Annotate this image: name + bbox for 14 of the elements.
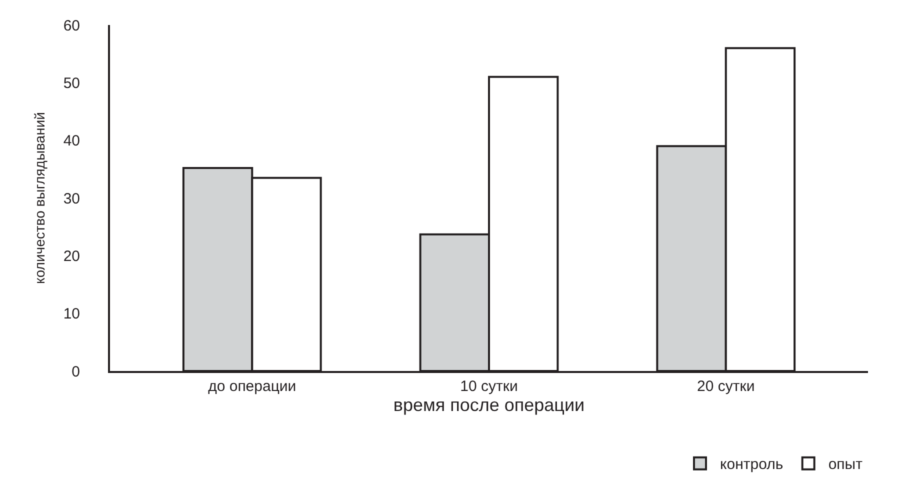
y-tick-label: 10	[63, 306, 80, 323]
legend-label: опыт	[828, 456, 863, 474]
legend-label: контроль	[720, 456, 784, 474]
y-tick-label: 20	[63, 248, 80, 265]
y-tick-label: 0	[72, 363, 80, 380]
x-tick-label: до операции	[208, 378, 296, 395]
y-tick-label: 60	[63, 17, 80, 34]
x-tick-label: 10 сутки	[460, 378, 518, 395]
x-tick-label: 20 сутки	[697, 378, 755, 395]
y-tick-label: 40	[63, 132, 80, 150]
y-tick-label: 30	[63, 190, 80, 208]
x-axis-title: время после операции	[393, 395, 585, 415]
y-axis-title: количество выглядываний	[31, 112, 48, 284]
y-tick-label: 50	[63, 74, 80, 92]
